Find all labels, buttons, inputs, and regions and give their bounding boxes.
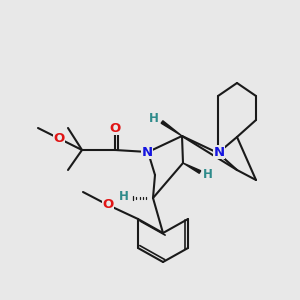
- Text: H: H: [203, 167, 213, 181]
- Polygon shape: [183, 163, 201, 173]
- Text: H: H: [119, 190, 129, 202]
- Text: O: O: [102, 199, 114, 212]
- Polygon shape: [161, 121, 182, 136]
- Text: O: O: [53, 131, 64, 145]
- Text: O: O: [110, 122, 121, 134]
- Text: N: N: [141, 146, 153, 158]
- Text: H: H: [149, 112, 159, 125]
- Text: N: N: [213, 146, 225, 158]
